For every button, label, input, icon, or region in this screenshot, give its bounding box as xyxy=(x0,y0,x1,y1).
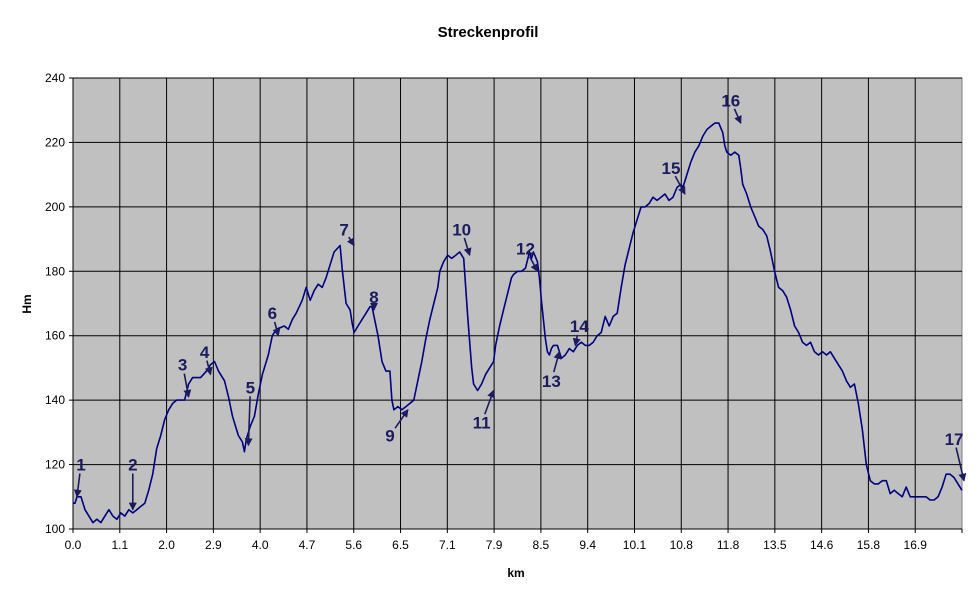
annotation-label: 12 xyxy=(516,240,535,259)
annotation-label: 14 xyxy=(570,317,589,336)
annotation-label: 16 xyxy=(721,92,740,111)
annotation-label: 4 xyxy=(200,343,210,362)
annotation-arrow xyxy=(394,408,409,429)
annotation-label: 7 xyxy=(339,220,348,239)
annotation-arrow xyxy=(73,473,82,498)
annotation-label: 15 xyxy=(662,159,681,178)
x-tick-label: 2.0 xyxy=(158,538,175,552)
annotation-label: 11 xyxy=(473,414,491,433)
x-tick-label: 5.6 xyxy=(345,538,362,552)
y-axis-title: Hm xyxy=(20,294,34,313)
x-tick-label: 0.0 xyxy=(65,538,82,552)
x-tick-label: 9.4 xyxy=(579,538,596,552)
x-tick-label: 14.6 xyxy=(810,538,834,552)
annotation-label: 1 xyxy=(76,456,85,475)
annotation-label: 8 xyxy=(369,288,378,307)
x-tick-label: 7.1 xyxy=(439,538,456,552)
x-tick-label: 7.9 xyxy=(486,538,503,552)
y-tick-label: 120 xyxy=(45,458,65,472)
annotation-label: 9 xyxy=(385,427,394,446)
y-tick-label: 220 xyxy=(45,135,65,149)
x-axis-title: km xyxy=(507,566,524,580)
x-axis: 0.0 1.1 2.0 2.9 4.0 4.7 5.6 6.5 7.1 7.9 8.5 9.4 10.1… xyxy=(65,528,963,552)
annotation-label: 5 xyxy=(246,378,255,397)
annotation-arrow xyxy=(484,389,495,415)
annotation-arrow xyxy=(272,321,281,337)
x-tick-label: 10.8 xyxy=(670,538,694,552)
y-tick-label: 100 xyxy=(45,522,65,536)
annotation-arrow xyxy=(955,447,967,482)
elevation-series-line xyxy=(73,122,963,524)
annotation-label: 2 xyxy=(128,456,137,475)
chart-title: Streckenprofil xyxy=(438,24,539,41)
annotation-arrow xyxy=(553,350,562,373)
series-layer xyxy=(73,122,963,524)
x-tick-label: 16.9 xyxy=(904,538,928,552)
annotation-arrow xyxy=(346,236,355,247)
x-tick-label: 13.5 xyxy=(763,538,787,552)
annotation-arrow xyxy=(572,334,581,347)
y-tick-label: 200 xyxy=(45,200,65,214)
x-tick-label: 1.1 xyxy=(111,538,128,552)
x-tick-label: 10.1 xyxy=(623,538,647,552)
annotation-label: 13 xyxy=(542,372,561,391)
annotation-label: 6 xyxy=(268,304,277,323)
annotation-arrow xyxy=(183,373,192,398)
annotation-arrow xyxy=(463,237,472,257)
x-tick-label: 4.0 xyxy=(252,538,269,552)
y-tick-label: 180 xyxy=(45,264,65,278)
grid-lines xyxy=(73,77,962,530)
annotation-label: 17 xyxy=(945,430,964,449)
plot-area xyxy=(72,77,963,530)
x-tick-label: 8.5 xyxy=(533,538,550,552)
y-axis: 100 120 140 160 180 200 220 240 xyxy=(45,71,74,536)
annotation-arrow xyxy=(528,256,539,273)
x-tick-label: 2.9 xyxy=(205,538,222,552)
x-tick-label: 4.7 xyxy=(299,538,316,552)
annotation-label: 10 xyxy=(452,220,471,239)
annotation-arrow xyxy=(733,108,742,125)
y-tick-label: 140 xyxy=(45,393,65,407)
annotation-arrow xyxy=(244,396,253,447)
y-tick-label: 160 xyxy=(45,329,65,343)
annotation-label: 3 xyxy=(178,356,187,375)
annotation-arrow xyxy=(204,360,213,376)
x-tick-label: 11.8 xyxy=(717,538,740,552)
x-tick-label: 6.5 xyxy=(392,538,409,552)
y-tick-label: 240 xyxy=(45,71,65,85)
x-tick-label: 15.8 xyxy=(857,538,881,552)
annotation-arrow xyxy=(674,175,686,195)
